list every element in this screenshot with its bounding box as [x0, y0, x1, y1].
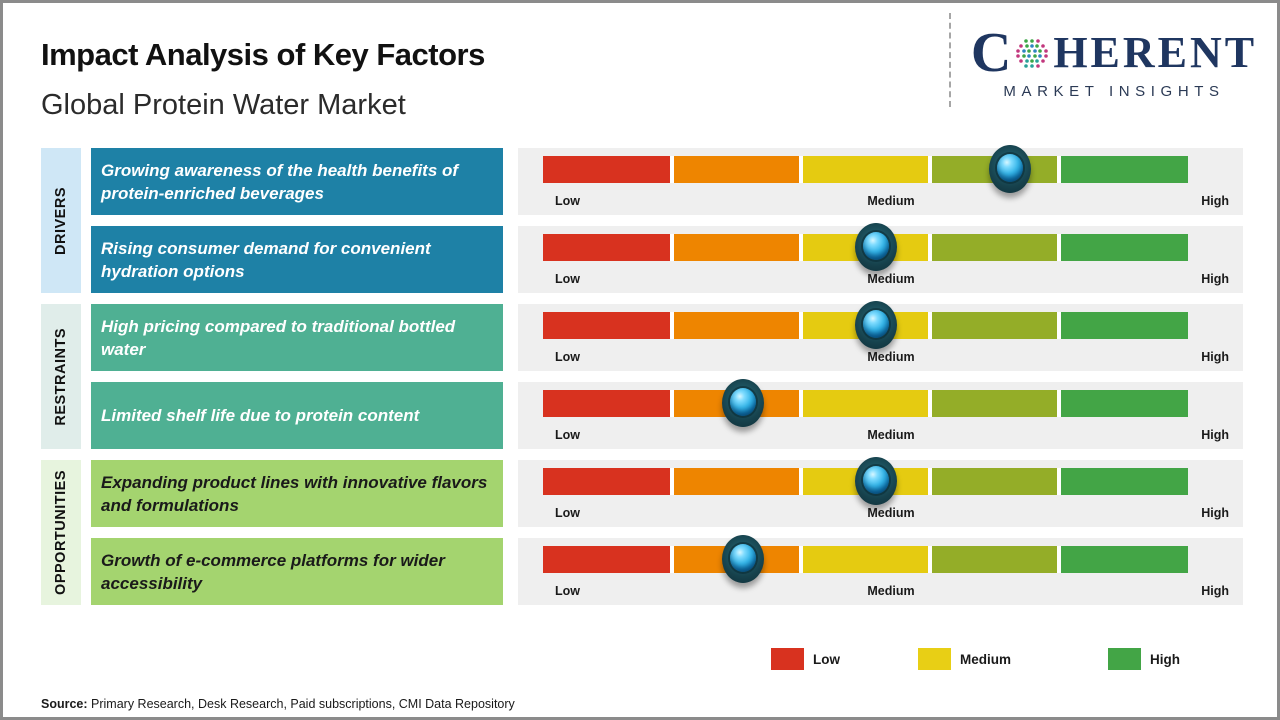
category-label: DRIVERS [53, 186, 69, 255]
impact-scale-row: Low Medium High [518, 223, 1243, 293]
factor-text: Expanding product lines with innovative … [101, 473, 488, 515]
factor-box: High pricing compared to traditional bot… [91, 304, 503, 371]
category-strip-opportunities: OPPORTUNITIES [41, 460, 81, 605]
impact-gradient-bar [543, 390, 1188, 417]
factor-box: Growth of e-commerce platforms for wider… [91, 538, 503, 605]
logo-letter-c: C [970, 22, 1012, 84]
logo-word-rest: HERENT [1053, 28, 1258, 77]
category-label: RESTRAINTS [53, 327, 69, 426]
tick-high: High [1201, 428, 1229, 442]
source-label: Source: [41, 697, 88, 711]
factor-text: Limited shelf life due to protein conten… [101, 406, 420, 426]
legend-label: High [1150, 651, 1180, 667]
impact-scale-row: Low Medium High [518, 145, 1243, 215]
factor-box: Rising consumer demand for convenient hy… [91, 226, 503, 293]
page-subtitle: Global Protein Water Market [41, 89, 406, 121]
legend-item-medium: Medium [918, 648, 1011, 670]
category-strip-drivers: DRIVERS [41, 148, 81, 293]
logo-separator [949, 13, 951, 107]
legend-label: Medium [960, 651, 1012, 667]
impact-marker-icon [854, 223, 897, 271]
impact-scale-row: Low Medium High [518, 301, 1243, 371]
impact-marker-icon [854, 457, 897, 505]
logo-wordmark: C HERENT [963, 25, 1265, 81]
impact-scale-row: Low Medium High [518, 379, 1243, 449]
source-note: Source: Primary Research, Desk Research,… [41, 697, 515, 711]
tick-medium: Medium [867, 506, 915, 520]
tick-low: Low [555, 584, 580, 598]
impact-gradient-bar [543, 546, 1188, 573]
tick-high: High [1201, 272, 1229, 286]
factor-box: Growing awareness of the health benefits… [91, 148, 503, 215]
tick-medium: Medium [867, 194, 915, 208]
source-text: Primary Research, Desk Research, Paid su… [87, 697, 515, 711]
tick-high: High [1201, 350, 1229, 364]
impact-marker-icon [721, 535, 764, 583]
legend-label: Low [813, 651, 840, 667]
tick-medium: Medium [867, 428, 915, 442]
impact-scale-row: Low Medium High [518, 535, 1243, 605]
tick-low: Low [555, 350, 580, 364]
tick-low: Low [555, 272, 580, 286]
category-label: OPPORTUNITIES [53, 470, 69, 595]
factor-text: Growing awareness of the health benefits… [101, 161, 459, 203]
factor-box: Expanding product lines with innovative … [91, 460, 503, 527]
tick-high: High [1201, 506, 1229, 520]
tick-high: High [1201, 584, 1229, 598]
legend-swatch-medium [918, 648, 951, 670]
impact-gradient-bar [543, 156, 1188, 183]
tick-high: High [1201, 194, 1229, 208]
tick-low: Low [555, 506, 580, 520]
factor-text: Rising consumer demand for convenient hy… [101, 239, 431, 281]
logo-tagline: MARKET INSIGHTS [1003, 83, 1225, 100]
factor-text: High pricing compared to traditional bot… [101, 317, 456, 359]
impact-marker-icon [854, 301, 897, 349]
factor-text: Growth of e-commerce platforms for wider… [101, 551, 445, 593]
logo-globe-icon [1016, 39, 1049, 68]
impact-marker-icon [721, 379, 764, 427]
tick-medium: Medium [867, 350, 915, 364]
impact-scale-row: Low Medium High [518, 457, 1243, 527]
legend-swatch-high [1108, 648, 1141, 670]
company-logo: C HERENT MARKET INSIGHTS [963, 25, 1265, 100]
impact-marker-icon [988, 145, 1031, 193]
legend-item-high: High [1108, 648, 1180, 670]
legend-swatch-low [771, 648, 804, 670]
tick-low: Low [555, 194, 580, 208]
category-strip-restraints: RESTRAINTS [41, 304, 81, 449]
factor-box: Limited shelf life due to protein conten… [91, 382, 503, 449]
tick-medium: Medium [867, 272, 915, 286]
tick-low: Low [555, 428, 580, 442]
tick-medium: Medium [867, 584, 915, 598]
page-title: Impact Analysis of Key Factors [41, 37, 485, 72]
legend-item-low: Low [771, 648, 840, 670]
